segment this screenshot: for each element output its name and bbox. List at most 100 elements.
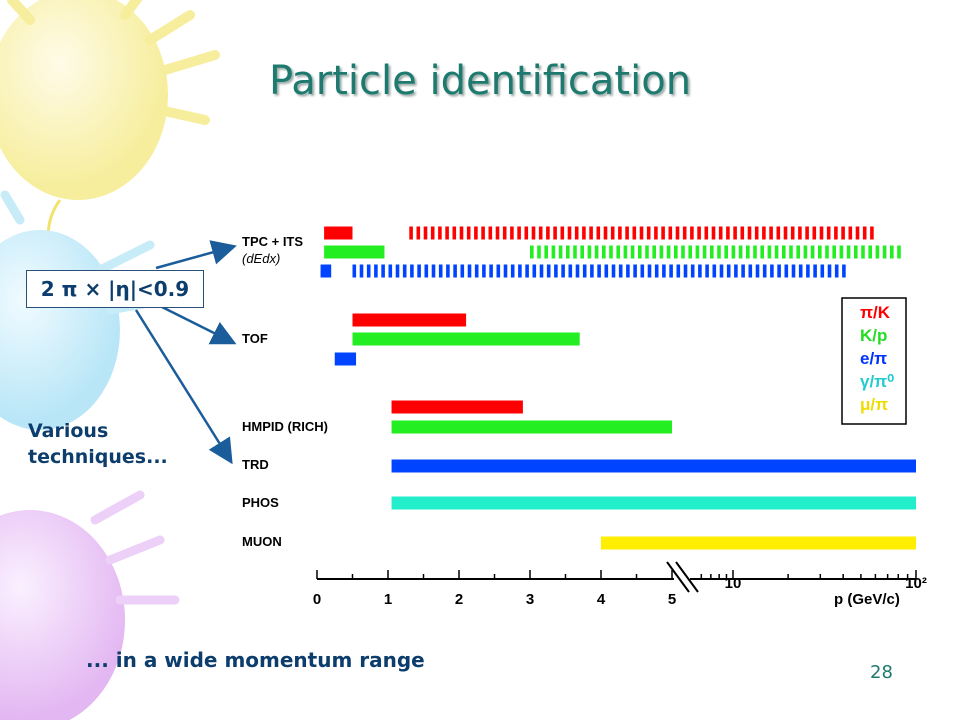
bar-dash	[798, 226, 802, 240]
bar-dash	[647, 264, 652, 278]
axis-break-mark-1	[666, 561, 690, 593]
bar-dash	[517, 226, 521, 240]
bar-dash	[870, 226, 874, 240]
bar-dash	[575, 264, 580, 278]
x-axis	[317, 561, 916, 593]
bar-hmpid-rich-10	[391, 420, 672, 434]
bar-dash	[616, 245, 620, 259]
axis-break-mark-2	[675, 561, 699, 593]
bar-dash	[702, 245, 707, 259]
tick-label-0: 0	[313, 591, 321, 608]
bar-dash	[790, 226, 795, 240]
dashed-bar-tpc-its-5	[352, 264, 846, 278]
bar-dash	[618, 264, 623, 278]
bar-dash	[446, 264, 450, 278]
bar-dash	[510, 264, 515, 278]
bar-dash	[770, 264, 774, 278]
bar-dash	[580, 245, 584, 259]
bar-tpc-its-4	[320, 264, 332, 278]
bar-dash	[803, 245, 808, 259]
bar-dash	[566, 245, 570, 259]
bar-dash	[537, 245, 541, 259]
legend-entry-1: K/p	[860, 326, 887, 345]
bar-dash	[882, 245, 887, 259]
bar-dash	[546, 226, 550, 240]
bar-dash	[738, 245, 743, 259]
bar-dash	[682, 226, 687, 240]
bar-dash	[630, 245, 635, 259]
bar-dash	[544, 245, 548, 259]
bar-dash	[623, 245, 628, 259]
bar-dash	[675, 226, 680, 240]
bar-dash	[659, 245, 664, 259]
bar-dash	[611, 264, 616, 278]
bar-dash	[676, 264, 681, 278]
bar-dash	[467, 264, 472, 278]
bar-dash	[489, 264, 493, 278]
bar-dash	[474, 226, 478, 240]
various-techniques-note: Various techniques...	[28, 420, 168, 468]
bar-dash	[654, 264, 659, 278]
bar-dash	[783, 226, 788, 240]
bar-dash	[733, 226, 737, 240]
bar-dash	[431, 264, 436, 278]
detector-sublabel-tpc-its: (dEdx)	[242, 251, 280, 266]
x-axis-ticks: 0 1 2 3 4 5 10 10²	[313, 570, 927, 608]
bar-dash	[805, 226, 809, 240]
bar-dash	[417, 264, 421, 278]
bar-dash	[639, 226, 644, 240]
bar-dash	[589, 226, 593, 240]
bar-dash	[573, 245, 577, 259]
legend-entry-3: γ/π⁰	[860, 372, 894, 391]
bar-dash	[438, 226, 442, 240]
bar-dash	[666, 245, 671, 259]
bar-dash	[645, 245, 649, 259]
bar-dash	[538, 226, 543, 240]
bar-dash	[640, 264, 645, 278]
bar-dash	[466, 226, 471, 240]
bar-dash	[717, 245, 721, 259]
bar-dash	[777, 264, 781, 278]
bar-dash	[567, 226, 572, 240]
bar-dash	[688, 245, 692, 259]
bar-dash	[388, 264, 393, 278]
bar-dash	[587, 245, 592, 259]
bar-dash	[503, 264, 508, 278]
bar-dash	[862, 226, 867, 240]
detector-label-trd: TRD	[242, 457, 269, 472]
tick-label-3: 3	[526, 591, 534, 608]
dashed-bar-tpc-its-1	[409, 226, 874, 240]
bar-dash	[352, 264, 357, 278]
bar-muon-13	[601, 536, 916, 550]
bar-dash	[359, 264, 364, 278]
bar-dash	[842, 264, 846, 278]
bar-dash	[610, 226, 615, 240]
bar-dash	[782, 245, 786, 259]
bar-dash	[861, 245, 865, 259]
purple-balloon-icon	[0, 490, 180, 720]
bar-dash	[553, 226, 557, 240]
bar-dash	[834, 264, 839, 278]
bar-dash	[445, 226, 449, 240]
bar-dash	[532, 264, 537, 278]
arrow-to-tof	[159, 304, 237, 345]
bar-phos-12	[391, 496, 916, 510]
bar-dash	[897, 245, 901, 259]
chart-bars	[320, 226, 916, 550]
bar-trd-11	[391, 459, 916, 473]
eta-acceptance-label: 2 π × |η|<0.9	[26, 270, 204, 308]
yellow-balloon-icon	[0, 0, 220, 331]
bar-dash	[633, 264, 637, 278]
bar-dash	[760, 245, 764, 259]
bar-dash	[638, 245, 642, 259]
detector-labels: TPC + ITS (dEdx) TOF HMPID (RICH) TRD PHOS MUO…	[242, 234, 328, 549]
bar-dash	[524, 226, 529, 240]
bar-dash	[661, 226, 665, 240]
bar-dash	[374, 264, 378, 278]
bar-dash	[846, 245, 851, 259]
bar-hmpid-rich-9	[391, 400, 523, 414]
bar-dash	[582, 226, 586, 240]
bar-dash	[618, 226, 622, 240]
detector-label-muon: MUON	[242, 534, 282, 549]
